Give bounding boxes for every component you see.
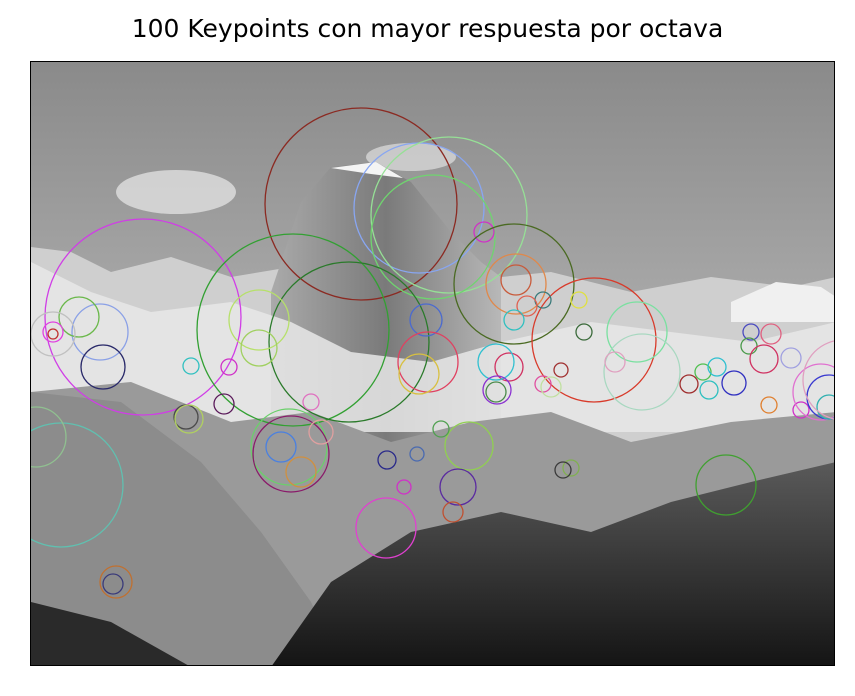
keypoint-circle xyxy=(264,107,458,301)
left-cliff xyxy=(31,392,341,665)
keypoint-circle xyxy=(503,309,525,331)
keypoint-circle xyxy=(44,218,242,416)
keypoint-circle xyxy=(553,362,569,378)
cloud xyxy=(116,170,236,214)
keypoint-circle xyxy=(792,363,834,421)
keypoint-circle xyxy=(396,479,412,495)
keypoint-circle xyxy=(265,431,297,463)
keypoint-circle xyxy=(604,351,626,373)
keypoint-circle xyxy=(516,295,538,317)
keypoint-circle xyxy=(780,347,802,369)
keypoint-circle xyxy=(816,394,834,420)
keypoint-circle xyxy=(485,253,547,315)
keypoint-circle xyxy=(196,233,390,427)
keypoint-circle xyxy=(308,419,334,445)
keypoint-circle xyxy=(802,340,834,420)
keypoint-circle xyxy=(531,277,657,403)
keypoint-circle xyxy=(58,296,100,338)
figure-title: 100 Keypoints con mayor respuesta por oc… xyxy=(131,14,724,43)
keypoint-circle xyxy=(370,136,528,294)
keypoint-circle xyxy=(603,333,681,411)
keypoint-circle xyxy=(31,406,67,468)
keypoint-circle xyxy=(500,264,532,296)
keypoint-circle xyxy=(749,344,779,374)
keypoint-circle xyxy=(31,311,76,357)
keypoint-circle xyxy=(439,468,477,506)
keypoint-image xyxy=(31,62,834,665)
keypoint-circle xyxy=(444,421,494,471)
keypoint-circle xyxy=(47,328,59,340)
keypoint-circle xyxy=(432,420,450,438)
forest-valley xyxy=(272,462,834,665)
keypoint-circle xyxy=(540,376,562,398)
keypoint-circle xyxy=(482,375,512,405)
keypoint-circle xyxy=(71,303,129,361)
keypoint-circle xyxy=(377,450,397,470)
keypoint-circle xyxy=(494,352,524,382)
keypoint-circle xyxy=(694,363,712,381)
keypoint-circle xyxy=(562,459,580,477)
keypoint-circle xyxy=(570,291,588,309)
keypoint-circle xyxy=(285,456,317,488)
keypoint-circle xyxy=(252,415,330,493)
keypoint-circle xyxy=(453,223,575,345)
keypoint-circle xyxy=(477,343,515,381)
keypoint-circle xyxy=(707,357,727,377)
keypoint-circle xyxy=(606,301,668,363)
keypoint-circle xyxy=(250,408,328,486)
keypoint-circle xyxy=(220,358,238,376)
keypoint-circle xyxy=(102,573,124,595)
keypoint-circle xyxy=(228,289,290,351)
keypoint-circle xyxy=(213,393,235,415)
keypoint-circle xyxy=(174,404,204,434)
keypoint-circle xyxy=(240,329,278,367)
keypoint-circle xyxy=(554,461,572,479)
keypoint-circle xyxy=(695,454,757,516)
keypoint-circle xyxy=(760,396,778,414)
keypoint-circle xyxy=(42,321,64,343)
keypoint-circle xyxy=(679,374,699,394)
keypoint-circle xyxy=(409,303,443,337)
keypoint-circle xyxy=(31,422,124,548)
snow-peak-right xyxy=(731,282,834,322)
keypoint-circle xyxy=(182,357,200,375)
keypoint-circle xyxy=(473,221,495,243)
keypoint-circle xyxy=(699,380,719,400)
keypoint-circle xyxy=(80,344,126,390)
dome-snowcap xyxy=(331,162,403,178)
keypoint-circle xyxy=(442,501,464,523)
image-frame xyxy=(30,61,835,666)
keypoint-markers xyxy=(31,107,834,599)
snow-slopes xyxy=(31,262,834,432)
keypoint-circle xyxy=(370,174,496,300)
keypoint-circle xyxy=(792,401,810,419)
keypoint-circle xyxy=(398,353,440,395)
keypoint-circle xyxy=(721,370,747,396)
keypoint-circle xyxy=(485,381,507,403)
keypoint-circle xyxy=(760,323,782,345)
keypoint-circle xyxy=(575,323,593,341)
keypoint-circle xyxy=(268,261,430,423)
foreground-shadow xyxy=(31,602,188,665)
keypoint-circle xyxy=(99,565,133,599)
keypoint-circle xyxy=(302,393,320,411)
keypoint-circle xyxy=(355,497,417,559)
keypoint-circle xyxy=(740,337,758,355)
keypoint-circle xyxy=(742,323,760,341)
keypoint-circle xyxy=(409,446,425,462)
